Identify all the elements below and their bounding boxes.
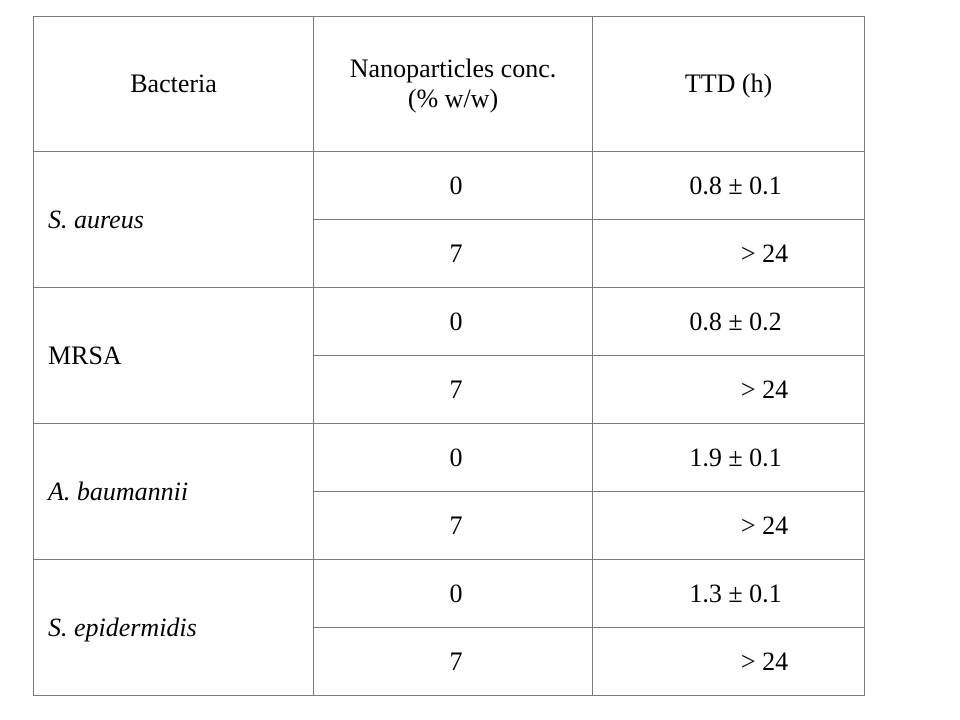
ttd-cell: > 24 [592, 355, 865, 424]
table-row: A. baumannii 0 1.9 ± 0.1 [33, 423, 865, 560]
concentration-cell: 7 [313, 219, 593, 288]
table-row: 7 > 24 [34, 491, 865, 560]
concentration-cell: 0 [313, 287, 593, 356]
concentration-cell: 7 [313, 355, 593, 424]
ttd-cell: 1.3 ± 0.1 [592, 559, 865, 628]
header-concentration: Nanoparticles conc. (% w/w) [313, 16, 593, 152]
header-concentration-line1: Nanoparticles conc. [349, 54, 557, 83]
ttd-cell: > 24 [592, 491, 865, 560]
header-row: Bacteria Nanoparticles conc. (% w/w) TTD… [33, 16, 865, 152]
table-row: S. aureus 0 0.8 ± 0.1 [33, 151, 865, 288]
results-table: Bacteria Nanoparticles conc. (% w/w) TTD… [33, 16, 865, 696]
header-bacteria: Bacteria [33, 16, 314, 152]
concentration-cell: 0 [313, 423, 593, 492]
ttd-cell: 1.9 ± 0.1 [592, 423, 865, 492]
ttd-cell: > 24 [592, 627, 865, 696]
bacteria-cell: S. epidermidis [33, 559, 314, 696]
concentration-cell: 7 [313, 627, 593, 696]
ttd-cell: 0.8 ± 0.2 [592, 287, 865, 356]
table-row: S. epidermidis 0 1.3 ± 0.1 [33, 559, 865, 696]
ttd-cell: > 24 [592, 219, 865, 288]
table-row: 7 > 24 [34, 355, 865, 424]
table-row: 7 > 24 [34, 219, 865, 288]
results-table-container: Bacteria Nanoparticles conc. (% w/w) TTD… [33, 16, 865, 696]
header-ttd: TTD (h) [592, 16, 865, 152]
concentration-cell: 7 [313, 491, 593, 560]
bacteria-cell: S. aureus [33, 151, 314, 288]
header-concentration-line2: (% w/w) [407, 84, 499, 113]
concentration-cell: 0 [313, 151, 593, 220]
ttd-cell: 0.8 ± 0.1 [592, 151, 865, 220]
bacteria-cell: A. baumannii [33, 423, 314, 560]
table-row: 7 > 24 [34, 627, 865, 696]
bacteria-cell: MRSA [33, 287, 314, 424]
table-row: MRSA 0 0.8 ± 0.2 [33, 287, 865, 424]
concentration-cell: 0 [313, 559, 593, 628]
